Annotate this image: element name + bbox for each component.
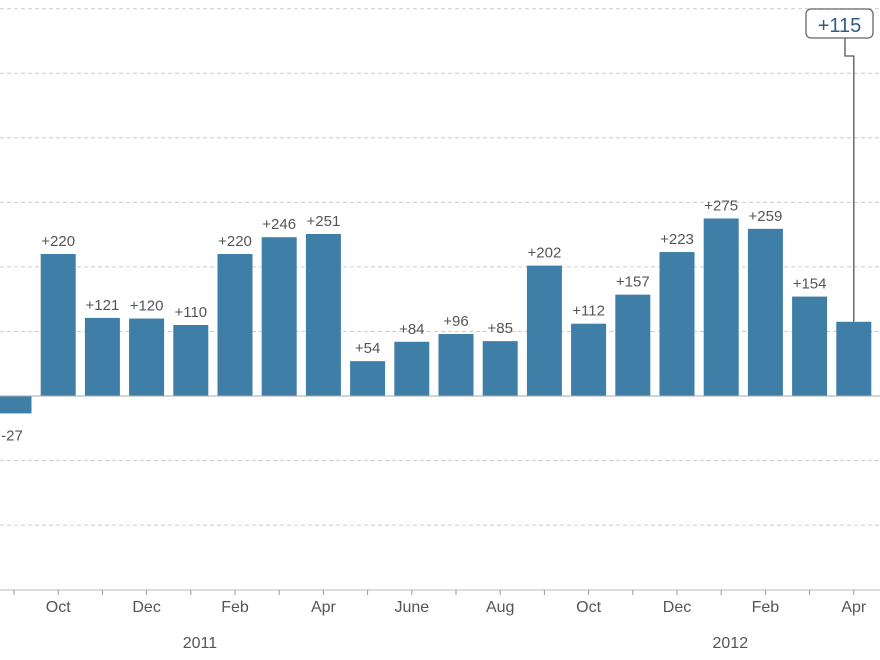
year-label: 2011 (183, 635, 218, 652)
data-label: +96 (443, 313, 468, 330)
bar (350, 361, 386, 396)
bar (394, 341, 430, 396)
bar (129, 318, 165, 396)
x-tick-label: Apr (311, 599, 337, 616)
callout-label: +115 (818, 15, 862, 37)
x-tick-label: Aug (486, 599, 514, 616)
x-tick-label: Dec (132, 599, 160, 616)
bar (173, 324, 209, 396)
bar (438, 334, 474, 396)
x-tick-label: Oct (46, 599, 71, 616)
bar (482, 341, 518, 396)
callout-box (805, 8, 874, 39)
data-label: +220 (41, 233, 75, 250)
data-label: +84 (399, 321, 424, 338)
data-label: +251 (307, 213, 341, 230)
x-tick-label: Oct (576, 599, 601, 616)
x-tick-label: June (394, 599, 429, 616)
data-label: +54 (355, 340, 380, 357)
bar (836, 321, 872, 396)
data-label: +110 (174, 304, 207, 321)
data-label: +120 (130, 298, 164, 315)
bar (747, 228, 783, 396)
bar (261, 237, 297, 396)
callout-leader-line (844, 38, 855, 322)
bar (571, 323, 607, 396)
bar (526, 265, 562, 396)
year-label: 2012 (713, 635, 749, 652)
data-label: +275 (704, 197, 738, 214)
data-label: +85 (487, 320, 512, 337)
bar (659, 252, 695, 396)
bar (305, 233, 341, 396)
bar (703, 218, 739, 396)
x-tick-label: Dec (663, 599, 691, 616)
data-label: +112 (572, 303, 605, 320)
data-label: +223 (660, 231, 694, 248)
data-label: +259 (749, 208, 783, 225)
data-label: +202 (528, 245, 562, 262)
x-tick-label: Apr (841, 599, 867, 616)
data-label: +154 (793, 276, 827, 293)
bar (217, 253, 253, 396)
x-tick-label: Feb (221, 599, 249, 616)
bar (84, 317, 120, 396)
data-label: +157 (616, 274, 650, 291)
bar (615, 294, 651, 396)
data-label: +246 (262, 216, 296, 233)
data-label: +220 (218, 233, 252, 250)
bar (0, 396, 32, 414)
data-label: -27 (1, 427, 23, 444)
bar (40, 253, 76, 396)
x-tick-label: Feb (752, 599, 780, 616)
data-label: +121 (86, 297, 120, 314)
bar (792, 296, 828, 396)
